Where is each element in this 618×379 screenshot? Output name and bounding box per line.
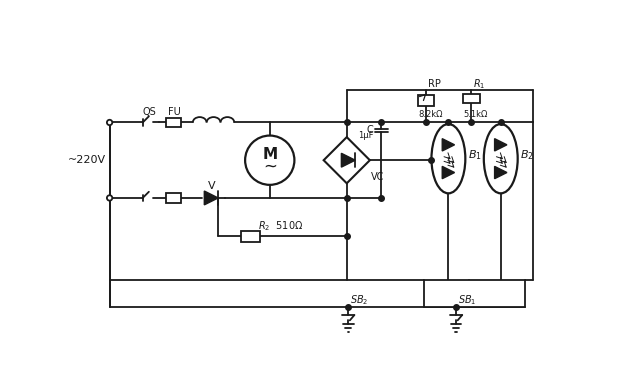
Text: V: V xyxy=(208,181,215,191)
Polygon shape xyxy=(442,139,455,151)
Text: C: C xyxy=(367,125,374,135)
Ellipse shape xyxy=(484,124,518,193)
Bar xyxy=(166,118,181,127)
Polygon shape xyxy=(341,153,355,167)
Bar xyxy=(418,95,434,105)
Text: FU: FU xyxy=(168,108,180,117)
Text: 8.2kΩ: 8.2kΩ xyxy=(418,110,443,119)
Bar xyxy=(166,193,181,202)
Polygon shape xyxy=(324,137,370,183)
Bar xyxy=(241,231,260,242)
Text: M: M xyxy=(262,147,277,161)
Circle shape xyxy=(107,195,112,200)
Text: ~: ~ xyxy=(263,157,277,175)
Text: ~220V: ~220V xyxy=(67,155,106,165)
Polygon shape xyxy=(205,191,218,205)
Text: $R_2$  510Ω: $R_2$ 510Ω xyxy=(258,219,303,233)
Text: $B_2$: $B_2$ xyxy=(520,148,534,162)
Bar xyxy=(463,94,480,103)
Text: $SB_2$: $SB_2$ xyxy=(350,293,368,307)
Text: RP: RP xyxy=(428,79,441,89)
Text: $B_1$: $B_1$ xyxy=(468,148,481,162)
Text: $R_1$: $R_1$ xyxy=(473,77,485,91)
Polygon shape xyxy=(494,166,507,179)
Polygon shape xyxy=(494,139,507,151)
Text: QS: QS xyxy=(143,108,156,117)
Polygon shape xyxy=(442,166,455,179)
Text: VC: VC xyxy=(371,172,385,182)
Circle shape xyxy=(107,120,112,125)
Ellipse shape xyxy=(431,124,465,193)
Circle shape xyxy=(245,136,294,185)
Text: $SB_1$: $SB_1$ xyxy=(458,293,476,307)
Text: 5.1kΩ: 5.1kΩ xyxy=(464,110,488,119)
Bar xyxy=(424,280,525,307)
Text: 1μF: 1μF xyxy=(358,131,374,140)
